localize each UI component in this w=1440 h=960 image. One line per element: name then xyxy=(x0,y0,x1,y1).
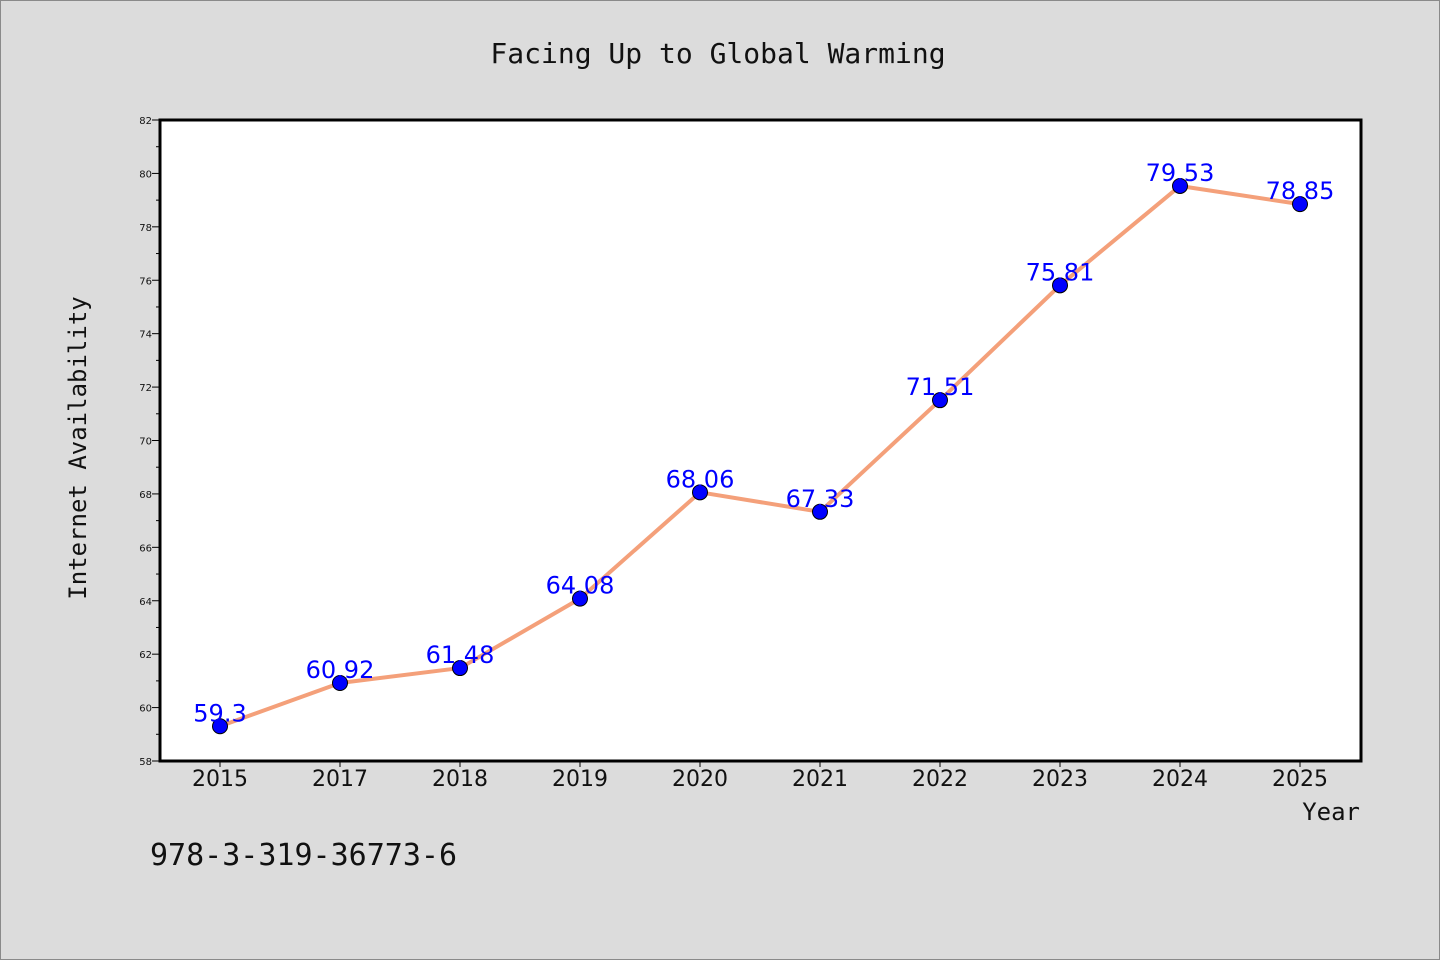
y-tick-label: 78 xyxy=(139,223,152,234)
data-point-marker xyxy=(452,660,468,677)
x-tick-label: 2025 xyxy=(1272,767,1328,792)
y-tick-label: 82 xyxy=(139,116,152,127)
data-point-label: 61.48 xyxy=(426,641,495,669)
data-point-label: 71.51 xyxy=(906,373,975,401)
x-tick-label: 2015 xyxy=(192,767,248,792)
series-markers xyxy=(212,177,1308,735)
y-tick-label: 58 xyxy=(139,757,152,768)
x-axis: 2015 2017 2018 2019 2020 2021 2022 2023 2024 2025 xyxy=(192,761,1328,792)
y-tick-label: 60 xyxy=(139,704,152,715)
chart-title: Facing Up to Global Warming xyxy=(490,37,945,70)
data-labels: 59.3 60.92 61.48 64.08 68.06 67.33 71.51 75.81 7… xyxy=(193,159,1334,727)
y-axis: 58 60 62 64 66 68 70 72 74 76 78 80 82 xyxy=(139,116,160,768)
data-point-label: 59.3 xyxy=(193,699,246,727)
y-tick-label: 74 xyxy=(139,330,152,341)
data-point-label: 60.92 xyxy=(306,656,375,684)
y-tick-label: 64 xyxy=(139,597,152,608)
x-axis-label: Year xyxy=(1302,798,1360,826)
isbn-text: 978-3-319-36773-6 xyxy=(150,838,457,873)
data-point-marker xyxy=(692,484,708,501)
y-tick-label: 62 xyxy=(139,650,152,661)
plot-area xyxy=(158,118,1363,763)
x-tick-label: 2023 xyxy=(1032,767,1088,792)
series-line xyxy=(219,183,1301,729)
data-point-label: 64.08 xyxy=(546,572,615,600)
data-point-marker xyxy=(932,392,948,409)
data-point-label: 68.06 xyxy=(666,465,735,493)
y-tick-label: 72 xyxy=(139,383,152,394)
data-point-marker xyxy=(332,675,348,692)
y-tick-label: 70 xyxy=(139,437,152,448)
data-point-label: 78.85 xyxy=(1266,177,1335,205)
data-point-marker xyxy=(1052,277,1068,294)
y-tick-label: 68 xyxy=(139,490,152,501)
y-tick-label: 76 xyxy=(139,276,152,287)
y-axis-label: Internet Availability xyxy=(64,296,92,599)
x-tick-label: 2019 xyxy=(552,767,608,792)
x-tick-label: 2022 xyxy=(912,767,968,792)
data-point-marker xyxy=(212,718,228,735)
y-tick-label: 66 xyxy=(139,543,152,554)
data-point-label: 75.81 xyxy=(1026,258,1095,286)
data-point-label: 79.53 xyxy=(1146,159,1215,187)
data-point-marker xyxy=(1292,196,1308,213)
data-point-marker xyxy=(812,503,828,520)
y-tick-label: 80 xyxy=(139,169,152,180)
x-tick-label: 2018 xyxy=(432,767,488,792)
data-point-label: 67.33 xyxy=(786,485,855,513)
x-tick-label: 2021 xyxy=(792,767,848,792)
data-point-marker xyxy=(1172,177,1188,194)
x-tick-label: 2020 xyxy=(672,767,728,792)
data-point-marker xyxy=(572,590,588,607)
x-tick-label: 2024 xyxy=(1152,767,1208,792)
x-tick-label: 2017 xyxy=(312,767,368,792)
